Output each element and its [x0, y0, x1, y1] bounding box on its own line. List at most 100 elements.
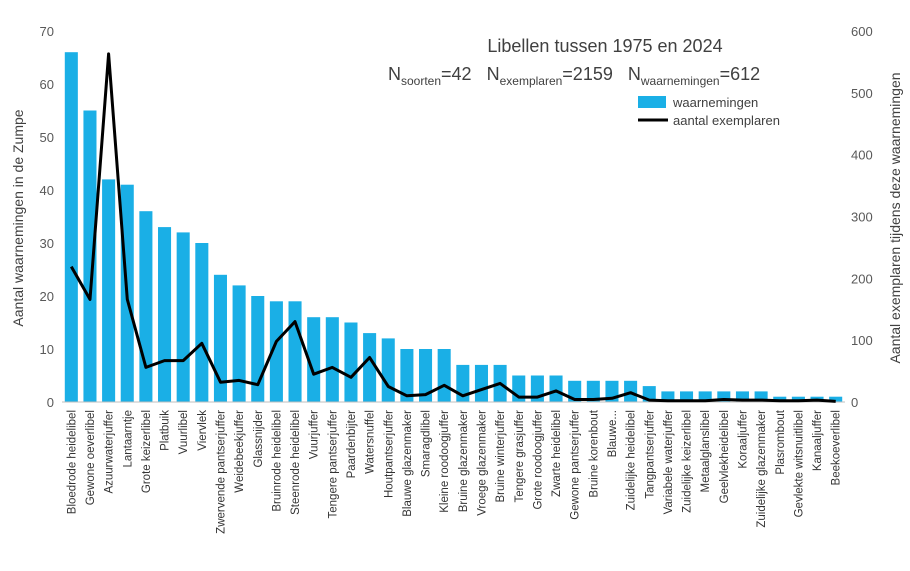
legend: waarnemingen aantal exemplaren	[638, 95, 780, 128]
x-category-label: Beekoeverlibel	[831, 410, 843, 485]
x-category-label: Grote keizerlibel	[141, 410, 153, 493]
bar-waarnemingen	[381, 338, 395, 402]
x-category-label: Platbuik	[160, 410, 172, 451]
bar-waarnemingen	[437, 349, 451, 402]
x-category-label: Bruinrode heidelibel	[271, 410, 283, 512]
stat-base: N	[487, 64, 500, 84]
x-category-label: Kanaaljuffer	[812, 410, 824, 471]
legend-label-aantal-exemplaren: aantal exemplaren	[673, 113, 780, 128]
y-left-tick-label: 30	[40, 236, 54, 251]
x-category-label: Azuurwaterjuffer	[104, 410, 116, 494]
x-category-label: Zuidelijke keizerlibel	[682, 410, 694, 513]
bar-waarnemingen	[232, 285, 246, 402]
x-category-label: Plasrombout	[775, 409, 787, 474]
y-right-tick-label: 600	[851, 24, 873, 39]
bar-waarnemingen	[269, 301, 283, 402]
y-right-tick-label: 500	[851, 86, 873, 101]
y-right-tick-label: 300	[851, 210, 873, 225]
x-category-label: Grote roodoogjuffer	[532, 410, 544, 510]
stat-value: =612	[720, 64, 761, 84]
x-category-label: Vuurjuffer	[309, 410, 321, 459]
bar-waarnemingen	[419, 349, 433, 402]
y-left-tick-label: 60	[40, 77, 54, 92]
y-right-tick-label: 200	[851, 271, 873, 286]
chart-stats: Nsoorten=42 Nexemplaren=2159 Nwaarneming…	[388, 64, 760, 88]
x-category-label: Gewone oeverlibel	[85, 410, 97, 505]
bar-waarnemingen	[213, 274, 227, 402]
x-category-label: Houtpantserjuffer	[383, 410, 395, 498]
x-category-label: Bruine winterjuffer	[495, 410, 507, 503]
x-category-label: Gevlekte witsnuitlibel	[793, 410, 805, 517]
x-category-label: Steenrode heidelibel	[290, 410, 302, 515]
x-category-label: Variabele waterjuffer	[663, 410, 675, 515]
x-category-label: Blauwe...	[607, 410, 619, 457]
x-category-label: Smaragdlibel	[421, 410, 433, 477]
x-category-label: Tengere grasjuffer	[514, 410, 526, 503]
y-left-tick-label: 20	[40, 289, 54, 304]
bar-waarnemingen	[288, 301, 302, 402]
x-category-label: Gewone pantserjuffer	[570, 410, 582, 520]
bar-waarnemingen	[83, 110, 97, 402]
x-category-label: Geelvlekheidelibel	[719, 410, 731, 503]
bar-waarnemingen	[158, 227, 172, 402]
x-category-label: Blauwe glazenmaker	[402, 410, 414, 517]
y-axis-right-title: Aantal exemplaren tijdens deze waarnemin…	[887, 72, 903, 363]
stat-base: N	[388, 64, 401, 84]
bar-waarnemingen	[829, 396, 843, 402]
y-right-tick-label: 100	[851, 333, 873, 348]
bar-waarnemingen	[344, 322, 358, 402]
x-category-label: Watersnuffel	[365, 410, 377, 474]
bar-waarnemingen	[586, 380, 600, 402]
x-category-label: Metaalglanslibel	[700, 410, 712, 492]
bar-waarnemingen	[195, 243, 209, 402]
bar-waarnemingen	[102, 179, 116, 402]
stat-subscript: waarnemingen	[640, 74, 720, 88]
y-left-axis: 0 10 20 30 40 50 60 70	[40, 24, 54, 410]
legend-swatch-waarnemingen	[638, 96, 666, 108]
stat-base: N	[628, 64, 641, 84]
bar-waarnemingen	[139, 211, 153, 402]
bar-waarnemingen	[661, 391, 675, 402]
y-axis-left-title: Aantal waarnemingen in de Zumpe	[10, 109, 26, 326]
bar-waarnemingen	[400, 349, 414, 402]
stats-line: Nsoorten=42 Nexemplaren=2159 Nwaarneming…	[388, 64, 760, 88]
bar-waarnemingen	[363, 333, 377, 402]
bar-waarnemingen	[176, 232, 190, 402]
x-category-label: Koraaljuffer	[737, 410, 749, 469]
y-left-tick-label: 50	[40, 130, 54, 145]
x-category-label: Zuidelijke glazenmaker	[756, 410, 768, 528]
y-right-tick-label: 400	[851, 148, 873, 163]
bar-waarnemingen	[754, 391, 768, 402]
bar-waarnemingen	[549, 375, 563, 402]
x-category-label: Tangpantserjuffer	[644, 410, 656, 499]
stat-subscript: exemplaren	[500, 74, 563, 88]
x-category-label: Vroege glazenmaker	[476, 410, 488, 516]
y-right-axis: 0 100 200 300 400 500 600	[851, 24, 873, 410]
x-category-label: Bloedrode heidelibel	[66, 410, 78, 514]
bar-waarnemingen	[717, 391, 731, 402]
bar-waarnemingen	[325, 317, 339, 402]
x-category-label: Zwervende pantserjuffer	[215, 410, 227, 534]
x-category-label: Glassnijder	[253, 410, 265, 468]
bar-waarnemingen	[64, 52, 78, 402]
x-category-label: Weidebeekjuffer	[234, 410, 246, 493]
bar-waarnemingen	[307, 317, 321, 402]
y-left-tick-label: 10	[40, 342, 54, 357]
y-left-tick-label: 40	[40, 183, 54, 198]
stat-subscript: soorten	[401, 74, 441, 88]
x-category-label: Zuidelijke heidelibel	[626, 410, 638, 510]
chart-title: Libellen tussen 1975 en 2024	[487, 36, 722, 56]
y-right-tick-label: 0	[851, 395, 858, 410]
legend-label-waarnemingen: waarnemingen	[672, 95, 758, 110]
x-category-label: Viervlek	[197, 410, 209, 451]
x-axis-category-labels: Bloedrode heidelibel Gewone oeverlibel Azu…	[66, 409, 842, 534]
y-left-tick-label: 0	[47, 395, 54, 410]
x-category-label: Lantaarntje	[122, 410, 134, 468]
line-series-aantal-exemplaren	[69, 52, 836, 403]
bar-waarnemingen	[735, 391, 749, 402]
x-category-label: Paardenbijter	[346, 410, 358, 479]
x-category-label: Zwarte heidelibel	[551, 410, 563, 497]
stat-value: =2159	[562, 64, 613, 84]
x-category-label: Tengere pantserjuffer	[327, 410, 339, 519]
